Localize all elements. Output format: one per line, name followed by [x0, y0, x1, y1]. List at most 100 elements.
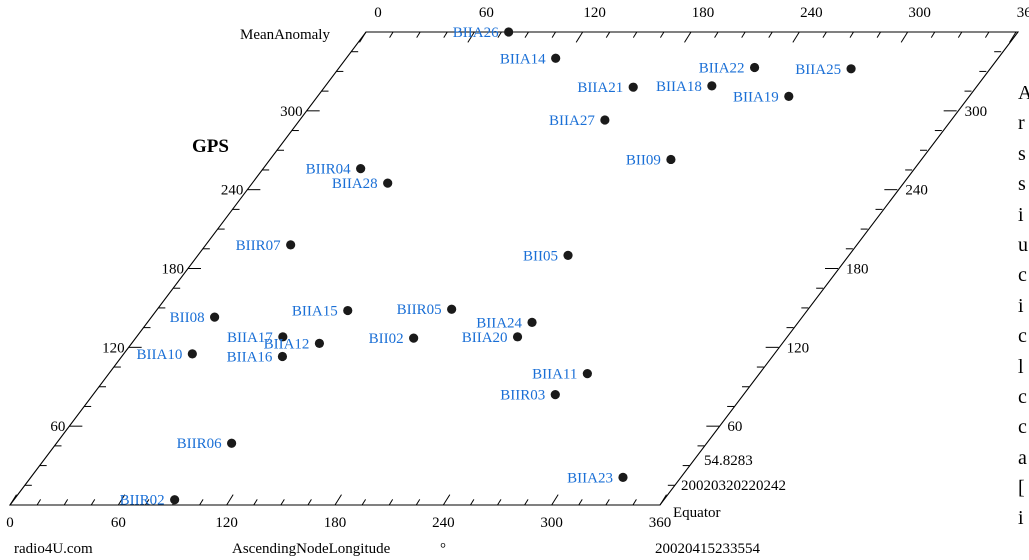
- top-tick: [876, 31, 882, 38]
- side-text-line: c: [1018, 325, 1027, 348]
- y-right-tick-label: 240: [905, 183, 928, 199]
- bottom-tick: [117, 494, 126, 506]
- tick-labels: 0 60 120 180 240 300 360 0 60 120 180 240 300 360 60 12…: [6, 5, 1029, 531]
- data-point: [343, 305, 353, 316]
- point-label: BII08: [170, 310, 205, 326]
- point-label: BIIA21: [577, 80, 623, 96]
- top-tick: [714, 31, 719, 38]
- side-text-line: c: [1018, 416, 1027, 439]
- point-label: BIIA20: [462, 330, 508, 346]
- point-label: BIIR02: [120, 493, 165, 509]
- y-right-tick-label: 60: [727, 419, 742, 435]
- data-point: [784, 91, 794, 101]
- data-point: [170, 495, 180, 505]
- point-label: BIIA11: [532, 367, 577, 383]
- timestamp-footer: 20020415233554: [655, 541, 761, 557]
- bottom-tick: [632, 499, 637, 506]
- point-label: BIIR06: [177, 436, 223, 452]
- point-label: BIIA12: [264, 336, 310, 352]
- x-axis-label: AscendingNodeLongitude: [232, 541, 391, 557]
- top-tick: [822, 31, 827, 38]
- data-point: [707, 81, 717, 91]
- top-tick: [389, 31, 394, 38]
- point-label: BII05: [523, 248, 558, 264]
- top-tick-label: 60: [479, 5, 494, 21]
- top-tick: [849, 31, 854, 38]
- point-label: BIIA24: [476, 315, 522, 331]
- top-tick: [551, 31, 557, 38]
- data-point: [447, 304, 457, 314]
- side-text-line: s: [1018, 142, 1026, 165]
- side-text-line: l: [1018, 355, 1024, 378]
- y-tick-label: 300: [280, 104, 303, 120]
- x-tick-label: 60: [111, 515, 126, 531]
- point-label: BIIA18: [656, 79, 702, 95]
- bottom-tick: [307, 499, 312, 506]
- bottom-tick: [578, 499, 583, 506]
- data-point: [512, 332, 523, 342]
- point-label: BIIA28: [332, 176, 378, 192]
- data-point: [628, 82, 638, 92]
- inclination-value: 54.8283: [704, 453, 753, 469]
- data-point: [527, 317, 537, 327]
- top-tick: [524, 31, 529, 38]
- y-tick-label: 240: [221, 183, 244, 199]
- baseline-label: Equator: [673, 505, 720, 521]
- side-text-line: [: [1018, 477, 1025, 500]
- data-point: [278, 332, 288, 342]
- bottom-tick: [280, 499, 285, 506]
- side-text-line: i: [1018, 203, 1024, 226]
- bottom-tick: [361, 499, 367, 506]
- top-tick: [930, 31, 936, 38]
- top-tick: [684, 31, 692, 43]
- top-tick-label: 120: [583, 5, 606, 21]
- side-text-line: A: [1018, 82, 1029, 104]
- x-tick-label: 240: [432, 515, 455, 531]
- bottom-tick: [442, 494, 451, 506]
- bottom-tick: [524, 499, 529, 506]
- point-label: BIIA25: [795, 62, 841, 78]
- top-tick: [768, 31, 773, 38]
- data-point: [846, 64, 856, 74]
- bottom-tick: [9, 494, 17, 506]
- x-axis-unit: °: [440, 541, 446, 557]
- point-label: BIIA16: [227, 350, 273, 366]
- bottom-tick: [253, 499, 258, 506]
- epoch-value: 20020320220242: [681, 478, 786, 494]
- side-text-line: u: [1018, 233, 1028, 256]
- point-label: BIIA17: [227, 330, 273, 346]
- top-tick: [497, 31, 502, 38]
- data-point: [227, 438, 237, 448]
- top-tick: [467, 31, 475, 43]
- side-text-line: s: [1018, 173, 1026, 196]
- top-tick: [605, 31, 611, 38]
- point-label: BIIR03: [500, 388, 545, 404]
- point-label: BIIR05: [397, 302, 442, 318]
- y-right-tick-label: 300: [965, 104, 988, 120]
- side-text-line: c: [1018, 385, 1027, 408]
- y-tick-label: 120: [102, 340, 125, 356]
- x-tick-label: 0: [6, 515, 14, 531]
- top-tick: [984, 31, 990, 38]
- x-tick-label: 360: [649, 515, 672, 531]
- data-point: [210, 312, 220, 322]
- bottom-tick: [551, 494, 559, 506]
- data-point: [666, 154, 676, 165]
- y-axis-label: MeanAnomaly: [240, 27, 330, 43]
- data-point: [618, 472, 628, 483]
- top-tick-label: 0: [374, 5, 382, 21]
- point-label: BII02: [369, 331, 404, 347]
- side-text-line: c: [1018, 264, 1027, 287]
- data-point: [504, 27, 514, 37]
- axis-ticks: [9, 31, 1017, 506]
- bottom-tick: [497, 499, 502, 506]
- side-text-line: r: [1018, 112, 1025, 135]
- top-tick: [359, 31, 367, 43]
- data-point: [582, 369, 592, 379]
- top-tick-label: 180: [692, 5, 715, 21]
- top-tick-label: 240: [800, 5, 823, 21]
- bottom-tick: [36, 499, 42, 506]
- top-tick: [741, 31, 746, 38]
